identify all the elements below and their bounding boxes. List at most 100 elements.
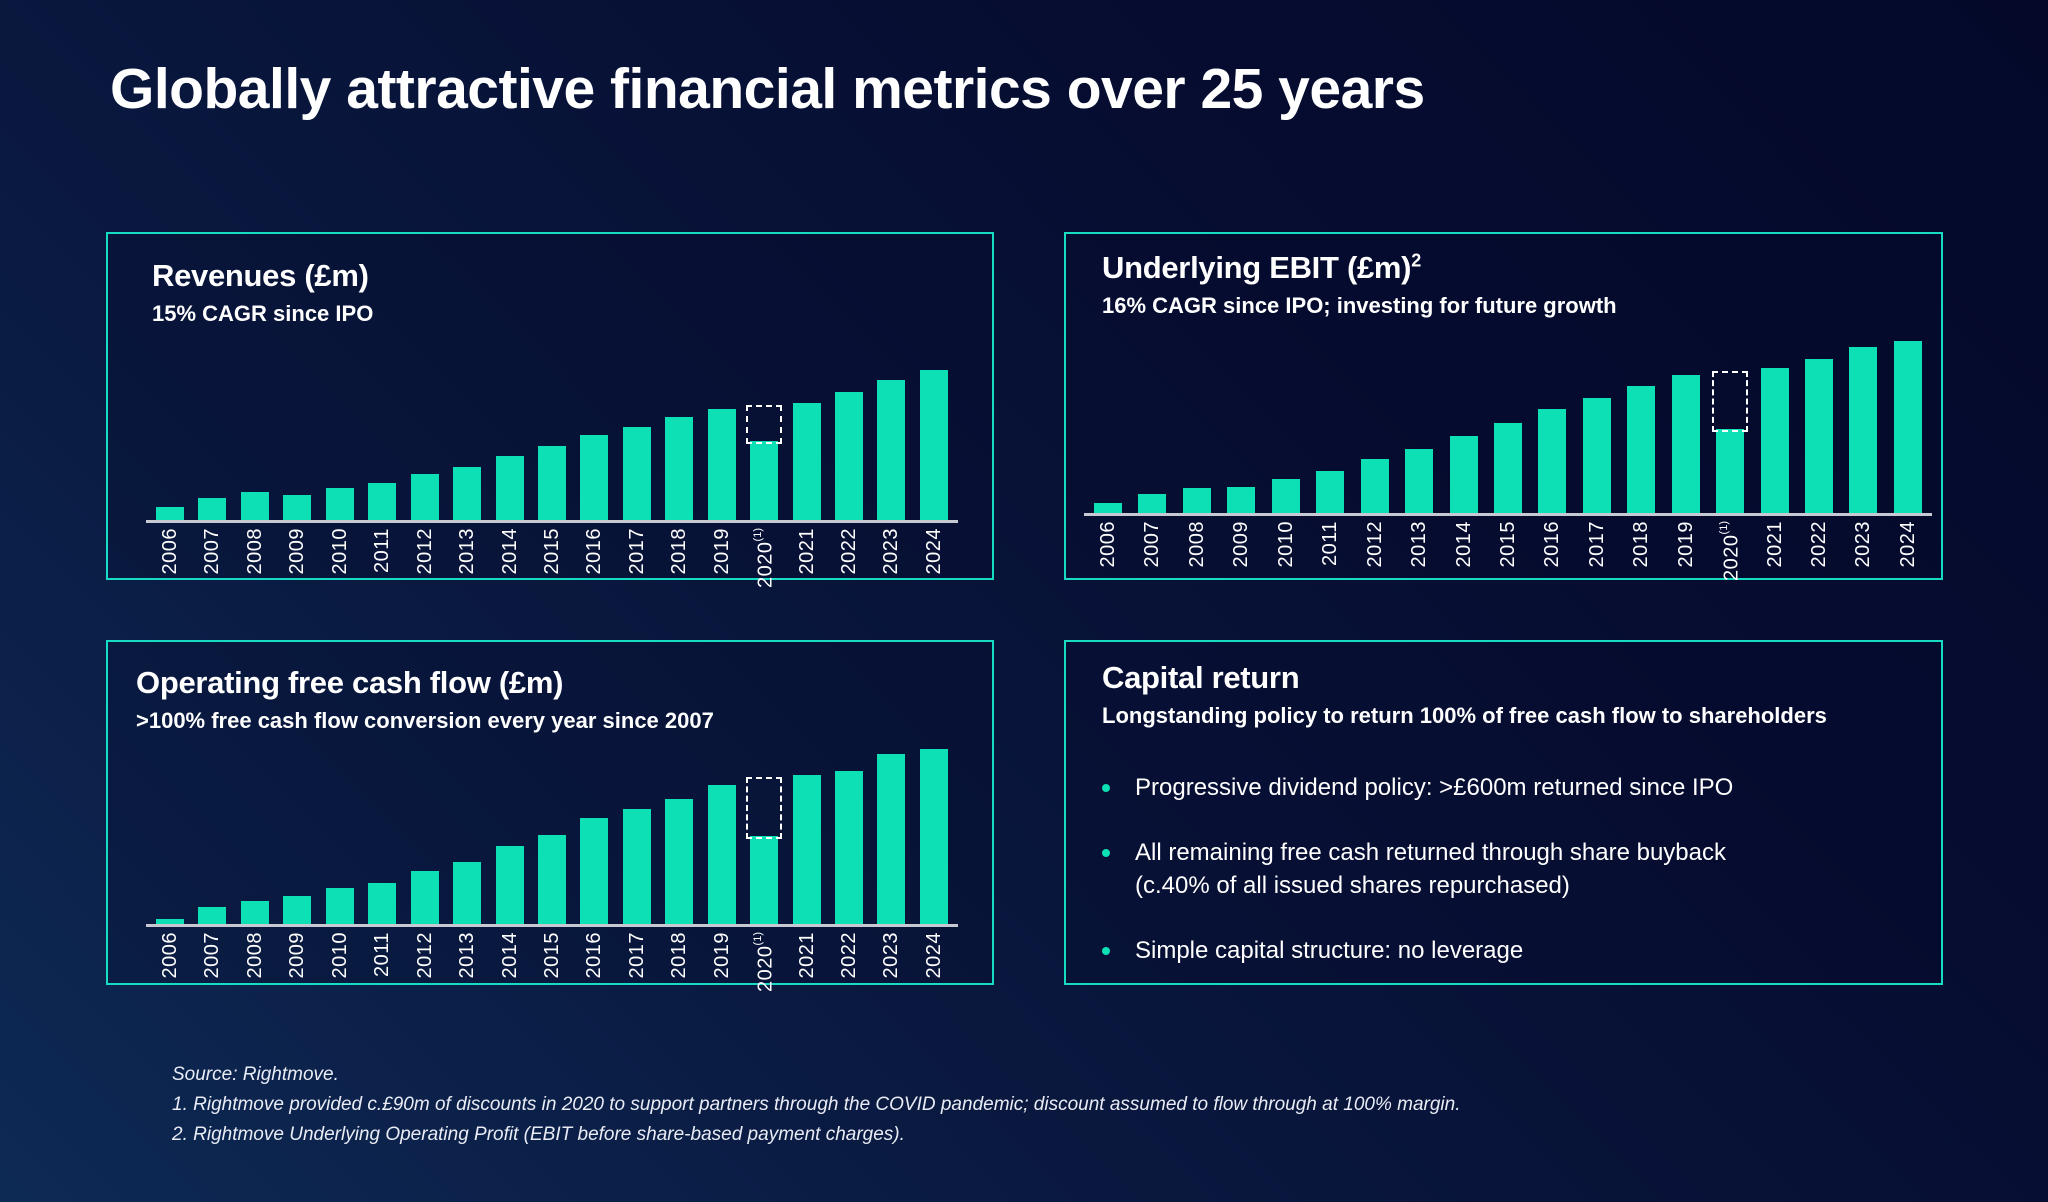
ebit-subtitle: 16% CAGR since IPO; investing for future… (1102, 293, 1617, 318)
x-label-2024: 2024 (922, 932, 945, 979)
ebit-title-text: Underlying EBIT (£m) (1102, 250, 1412, 285)
x-label-2016: 2016 (583, 932, 606, 979)
bar-rect (877, 380, 906, 520)
x-label-cell: 2007 (198, 932, 226, 992)
bar-rect (283, 495, 312, 520)
x-label-2014: 2014 (498, 528, 521, 575)
bar-revenues-2012 (410, 474, 439, 520)
x-label-cell: 2014 (496, 528, 524, 588)
bar-rect (1582, 398, 1611, 513)
bar-revenues-2019 (707, 409, 736, 520)
x-label-cell: 2009 (283, 932, 311, 992)
x-label-2010: 2010 (328, 932, 351, 979)
bar-operating-free-cash-flow-2013 (453, 862, 482, 924)
x-label-2015: 2015 (540, 932, 563, 979)
bar-rect (537, 446, 566, 520)
x-label-cell: 2006 (1094, 521, 1122, 581)
x-label-cell: 2015 (538, 932, 566, 992)
x-label-cell: 2021 (1761, 521, 1789, 581)
bullet-text: Simple capital structure: no leverage (1135, 936, 1524, 964)
source-note: Source: Rightmove. (172, 1064, 339, 1085)
x-label-cell: 2019 (708, 528, 736, 588)
bar-revenues-2011 (368, 483, 397, 520)
capital-return-bullet-2: All remaining free cash returned through… (1102, 836, 1802, 903)
bar-underlying-ebit-2015 (1493, 423, 1522, 513)
bar-rect (622, 809, 651, 924)
x-label-2018: 2018 (1630, 521, 1653, 568)
x-label-cell: 2011 (368, 932, 396, 992)
x-label-cell: 2024 (1894, 521, 1922, 581)
revenues-bars (146, 370, 958, 523)
bar-operating-free-cash-flow-2018 (665, 799, 694, 924)
x-label-cell: 2012 (411, 932, 439, 992)
x-label-2011: 2011 (1319, 521, 1342, 567)
x-label-2024: 2024 (1896, 521, 1919, 568)
x-label-cell: 2010 (326, 528, 354, 588)
bar-rect (1316, 471, 1345, 513)
x-label-cell: 2015 (538, 528, 566, 588)
x-label-2009: 2009 (1230, 521, 1253, 568)
bar-underlying-ebit-2012 (1360, 459, 1389, 513)
x-label-2008: 2008 (243, 528, 266, 575)
x-label-cell: 2024 (920, 932, 948, 992)
x-label-2013: 2013 (456, 528, 479, 575)
bar-rect (750, 441, 779, 520)
x-label-2012: 2012 (1363, 521, 1386, 568)
x-label-cell: 2021 (793, 932, 821, 992)
dashed-discount-box (1712, 371, 1749, 432)
x-label-cell: 2015 (1494, 521, 1522, 581)
bar-rect (368, 483, 397, 520)
bar-underlying-ebit-2007 (1138, 494, 1167, 513)
x-label-cell: 2016 (580, 932, 608, 992)
x-label-2021: 2021 (1763, 521, 1786, 568)
x-label-2011: 2011 (371, 528, 394, 574)
bar-rect (792, 775, 821, 924)
bar-rect (453, 467, 482, 520)
x-label-2008: 2008 (1185, 521, 1208, 568)
bar-underlying-ebit-2014 (1449, 436, 1478, 513)
x-label-cell: 2011 (1316, 521, 1344, 581)
ofcf-subtitle: >100% free cash flow conversion every ye… (136, 708, 714, 733)
capital-return-subtitle: Longstanding policy to return 100% of fr… (1102, 703, 1827, 728)
bar-rect (156, 507, 184, 520)
bar-rect (156, 919, 184, 924)
bar-underlying-ebit-2008 (1182, 488, 1211, 513)
x-label-cell: 2007 (1138, 521, 1166, 581)
bar-rect (240, 492, 269, 520)
x-label-2006: 2006 (1097, 521, 1119, 568)
bar-operating-free-cash-flow-2015 (537, 835, 566, 924)
bar-revenues-2017 (622, 427, 651, 520)
bar-rect (1849, 347, 1878, 513)
bar-underlying-ebit-2018 (1627, 386, 1656, 513)
ofcf-title: Operating free cash flow (£m) (136, 665, 564, 700)
x-label-cell: 2013 (453, 932, 481, 992)
x-label-2010: 2010 (1274, 521, 1297, 568)
bar-rect (580, 818, 609, 924)
panel-capital-return-header: Capital return Longstanding policy to re… (1066, 642, 1941, 729)
bar-rect (919, 749, 948, 924)
x-label-2017: 2017 (625, 528, 648, 575)
bar-rect (665, 417, 694, 520)
x-label-2007: 2007 (201, 932, 224, 979)
x-label-cell: 2023 (877, 528, 905, 588)
bar-underlying-ebit-2010 (1271, 479, 1300, 513)
x-label-cell: 2022 (1805, 521, 1833, 581)
x-label-cell: 2010 (326, 932, 354, 992)
x-label-cell: 2019 (1672, 521, 1700, 581)
bar-underlying-ebit-2017 (1582, 398, 1611, 513)
dashed-discount-box (746, 405, 783, 444)
operating-free-cash-flow-x-axis-labels: 2006 2007 2008 2009 2010 2011 2012 2013 2014 2015… (146, 932, 958, 992)
x-label-cell: 2018 (665, 528, 693, 588)
bar-revenues-2020 (746, 405, 783, 520)
bullet-dot-icon (1102, 946, 1110, 955)
ebit-bar-chart: 2006 2007 2008 2009 2010 2011 2012 2013 2014 2015… (1084, 341, 1932, 581)
x-label-2023: 2023 (1852, 521, 1875, 568)
bar-revenues-2015 (537, 446, 566, 520)
capital-return-bullets: Progressive dividend policy: >£600m retu… (1066, 771, 1941, 967)
bar-underlying-ebit-2023 (1849, 347, 1878, 513)
bullet-dot-icon (1102, 848, 1110, 857)
bar-rect (1893, 341, 1922, 513)
x-label-2019: 2019 (710, 932, 733, 979)
bar-rect (750, 836, 779, 924)
x-label-cell: 2018 (665, 932, 693, 992)
